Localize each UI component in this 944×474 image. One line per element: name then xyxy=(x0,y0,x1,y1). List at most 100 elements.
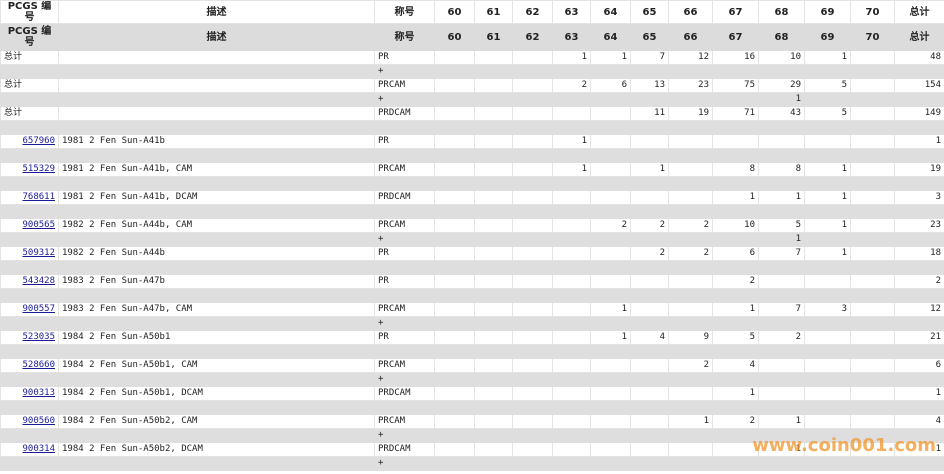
cell: 1 xyxy=(552,134,591,149)
cell xyxy=(712,232,759,247)
cell xyxy=(552,274,591,289)
cell xyxy=(894,344,944,359)
pcgs-link[interactable]: 768611 xyxy=(22,192,55,202)
pcgs-link[interactable]: 900560 xyxy=(22,416,55,426)
cell xyxy=(434,274,475,289)
cell: 1 xyxy=(590,330,631,345)
cell xyxy=(804,344,851,359)
cell xyxy=(668,386,713,401)
cell xyxy=(894,120,944,135)
header-cell: 60 xyxy=(434,23,475,51)
pcgs-link[interactable]: 543428 xyxy=(22,276,55,286)
header-cell: PCGS 编号 xyxy=(0,0,59,24)
header-cell: 称号 xyxy=(374,0,435,24)
cell xyxy=(512,218,553,233)
cell xyxy=(668,260,713,275)
cell xyxy=(894,400,944,415)
cell xyxy=(552,442,591,457)
cell xyxy=(590,162,631,177)
pcgs-link[interactable]: 509312 xyxy=(22,248,55,258)
cell xyxy=(630,344,669,359)
cell xyxy=(552,92,591,107)
cell xyxy=(58,428,375,443)
cell xyxy=(434,134,475,149)
cell: 1 xyxy=(758,92,805,107)
cell xyxy=(58,288,375,303)
data-subrow: + xyxy=(0,428,944,443)
cell xyxy=(850,218,895,233)
cell xyxy=(434,344,475,359)
pcgs-link[interactable]: 657960 xyxy=(22,136,55,146)
cell xyxy=(474,442,513,457)
cell xyxy=(630,148,669,163)
cell xyxy=(0,344,59,359)
header-cell: 66 xyxy=(668,23,713,51)
cell xyxy=(758,120,805,135)
pcgs-link[interactable]: 528660 xyxy=(22,360,55,370)
cell xyxy=(850,344,895,359)
cell xyxy=(712,288,759,303)
cell: + xyxy=(374,232,435,247)
cell: 1 xyxy=(758,190,805,205)
cell: 23 xyxy=(894,218,944,233)
pcgs-link[interactable]: 523035 xyxy=(22,332,55,342)
cell xyxy=(434,330,475,345)
cell xyxy=(552,456,591,471)
cell: 12 xyxy=(668,50,713,65)
pcgs-link[interactable]: 900313 xyxy=(22,388,55,398)
cell xyxy=(758,274,805,289)
pcgs-link[interactable]: 900557 xyxy=(22,304,55,314)
cell xyxy=(590,176,631,191)
cell xyxy=(804,260,851,275)
cell xyxy=(850,456,895,471)
cell: + xyxy=(374,372,435,387)
cell xyxy=(630,92,669,107)
cell xyxy=(668,428,713,443)
cell xyxy=(894,64,944,79)
cell xyxy=(552,330,591,345)
data-row: 900565 1982 2 Fen Sun-A44b, CAM PRCAM 2 2 2 10… xyxy=(0,218,944,233)
pcgs-link[interactable]: 515329 xyxy=(22,164,55,174)
cell xyxy=(712,260,759,275)
cell xyxy=(58,120,375,135)
cell: PR xyxy=(374,274,435,289)
cell: 1 xyxy=(894,442,944,457)
cell xyxy=(850,120,895,135)
cell xyxy=(474,260,513,275)
cell xyxy=(474,190,513,205)
pcgs-link[interactable]: 900314 xyxy=(22,444,55,454)
cell xyxy=(668,148,713,163)
cell xyxy=(894,92,944,107)
cell xyxy=(668,274,713,289)
cell: PR xyxy=(374,134,435,149)
cell xyxy=(0,148,59,163)
cell xyxy=(552,414,591,429)
header-cell: 描述 xyxy=(58,0,375,24)
cell xyxy=(630,456,669,471)
cell: 1981 2 Fen Sun-A41b xyxy=(58,134,375,149)
cell xyxy=(804,204,851,219)
cell xyxy=(850,372,895,387)
cell xyxy=(552,232,591,247)
header-row: PCGS 编号 描述 称号 60 61 62 63 64 65 66 67 68 69 70 总计 xyxy=(0,23,944,51)
cell: + xyxy=(374,92,435,107)
cell xyxy=(850,288,895,303)
cell xyxy=(512,414,553,429)
cell xyxy=(434,162,475,177)
cell: 900560 xyxy=(0,414,59,429)
header-cell: 61 xyxy=(474,23,513,51)
cell xyxy=(850,414,895,429)
cell xyxy=(590,400,631,415)
cell xyxy=(630,358,669,373)
cell xyxy=(668,190,713,205)
cell xyxy=(590,414,631,429)
cell xyxy=(374,260,435,275)
cell xyxy=(512,106,553,121)
cell: 10 xyxy=(712,218,759,233)
cell: 543428 xyxy=(0,274,59,289)
pcgs-link[interactable]: 900565 xyxy=(22,220,55,230)
cell: 9 xyxy=(668,330,713,345)
cell: 3 xyxy=(804,302,851,317)
